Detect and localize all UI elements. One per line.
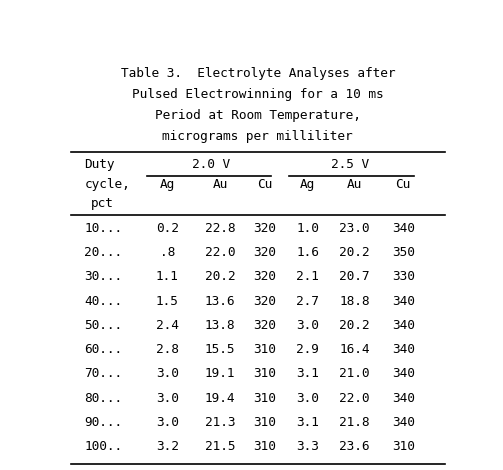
Text: 2.5 V: 2.5 V [331,158,369,172]
Text: 3.3: 3.3 [296,440,319,453]
Text: 3.0: 3.0 [156,416,179,429]
Text: 21.3: 21.3 [205,416,235,429]
Text: 16.4: 16.4 [339,343,370,356]
Text: 2.4: 2.4 [156,319,179,332]
Text: 1.0: 1.0 [296,222,319,235]
Text: 20.7: 20.7 [339,270,370,283]
Text: 2.9: 2.9 [296,343,319,356]
Text: 60...: 60... [85,343,122,356]
Text: 340: 340 [392,416,414,429]
Text: 70...: 70... [85,367,122,380]
Text: 2.8: 2.8 [156,343,179,356]
Text: 320: 320 [254,222,276,235]
Text: Ag: Ag [160,178,175,191]
Text: 22.0: 22.0 [205,246,235,259]
Text: 310: 310 [254,343,276,356]
Text: 20...: 20... [85,246,122,259]
Text: 100..: 100.. [85,440,122,453]
Text: 2.0 V: 2.0 V [192,158,230,172]
Text: 22.8: 22.8 [205,222,235,235]
Text: 320: 320 [254,270,276,283]
Text: 15.5: 15.5 [205,343,235,356]
Text: 340: 340 [392,392,414,405]
Text: 20.2: 20.2 [339,246,370,259]
Text: pct: pct [92,197,114,210]
Text: 3.0: 3.0 [156,392,179,405]
Text: 320: 320 [254,246,276,259]
Text: 0.2: 0.2 [156,222,179,235]
Text: 20.2: 20.2 [205,270,235,283]
Text: 340: 340 [392,222,414,235]
Text: 50...: 50... [85,319,122,332]
Text: 320: 320 [254,295,276,307]
Text: 1.1: 1.1 [156,270,179,283]
Text: 19.1: 19.1 [205,367,235,380]
Text: 13.6: 13.6 [205,295,235,307]
Text: 340: 340 [392,295,414,307]
Text: 340: 340 [392,319,414,332]
Text: 10...: 10... [85,222,122,235]
Text: Au: Au [212,178,227,191]
Text: Pulsed Electrowinning for a 10 ms: Pulsed Electrowinning for a 10 ms [132,88,384,101]
Text: Cu: Cu [257,178,273,191]
Text: 350: 350 [392,246,414,259]
Text: 2.7: 2.7 [296,295,319,307]
Text: 340: 340 [392,367,414,380]
Text: 21.5: 21.5 [205,440,235,453]
Text: 3.1: 3.1 [296,367,319,380]
Text: 3.0: 3.0 [296,392,319,405]
Text: 2.1: 2.1 [296,270,319,283]
Text: 23.0: 23.0 [339,222,370,235]
Text: 3.1: 3.1 [296,416,319,429]
Text: Cu: Cu [395,178,411,191]
Text: .8: .8 [160,246,175,259]
Text: 21.0: 21.0 [339,367,370,380]
Text: 330: 330 [392,270,414,283]
Text: 3.0: 3.0 [296,319,319,332]
Text: 310: 310 [254,440,276,453]
Text: 310: 310 [392,440,414,453]
Text: Period at Room Temperature,: Period at Room Temperature, [155,109,361,122]
Text: 3.0: 3.0 [156,367,179,380]
Text: 320: 320 [254,319,276,332]
Text: 310: 310 [254,392,276,405]
Text: Table 3.  Electrolyte Analyses after: Table 3. Electrolyte Analyses after [121,67,395,80]
Text: 1.5: 1.5 [156,295,179,307]
Text: micrograms per milliliter: micrograms per milliliter [162,130,353,143]
Text: Au: Au [347,178,362,191]
Text: 310: 310 [254,367,276,380]
Text: 40...: 40... [85,295,122,307]
Text: 80...: 80... [85,392,122,405]
Text: 21.8: 21.8 [339,416,370,429]
Text: cycle,: cycle, [85,178,130,191]
Text: 30...: 30... [85,270,122,283]
Text: 22.0: 22.0 [339,392,370,405]
Text: 23.6: 23.6 [339,440,370,453]
Text: 90...: 90... [85,416,122,429]
Text: 3.2: 3.2 [156,440,179,453]
Text: Ag: Ag [300,178,315,191]
Text: 340: 340 [392,343,414,356]
Text: 19.4: 19.4 [205,392,235,405]
Text: 13.8: 13.8 [205,319,235,332]
Text: 1.6: 1.6 [296,246,319,259]
Text: Duty: Duty [85,158,115,172]
Text: 20.2: 20.2 [339,319,370,332]
Text: 18.8: 18.8 [339,295,370,307]
Text: 310: 310 [254,416,276,429]
